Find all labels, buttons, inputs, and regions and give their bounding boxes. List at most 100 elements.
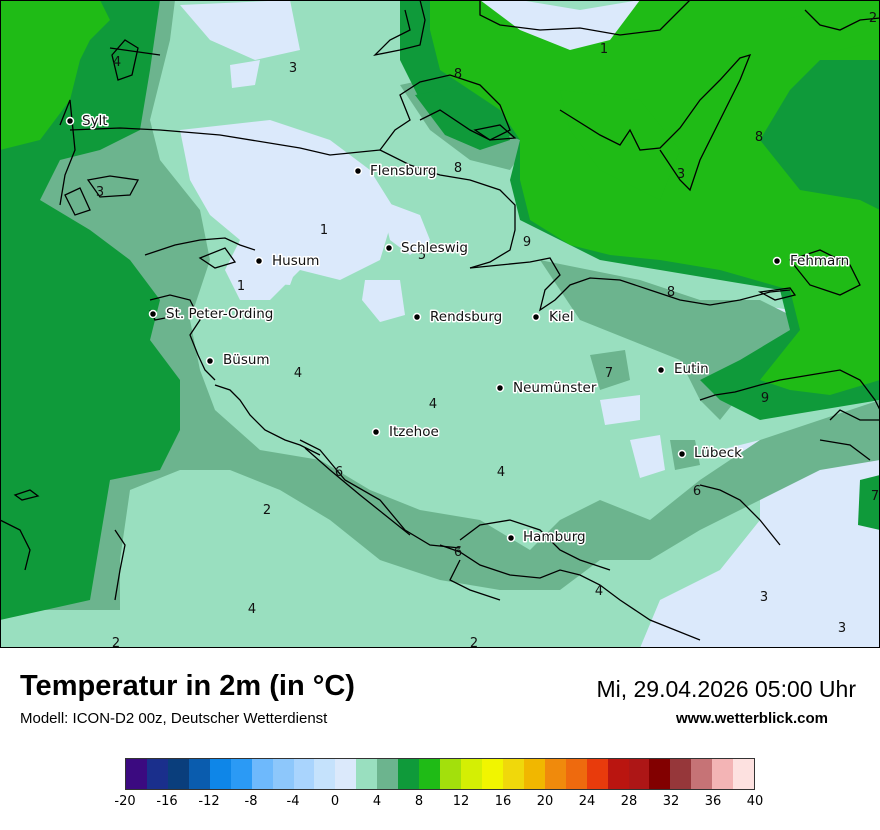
legend-swatch [649,759,671,789]
legend-swatch [398,759,420,789]
legend-swatch [146,759,168,789]
model-info: Modell: ICON-D2 00z, Deutscher Wetterdie… [20,710,328,727]
isotherm-label: 8 [755,130,763,145]
isotherm-label: 4 [113,55,121,70]
city-st-peter-ording[interactable]: St. Peter-Ording [148,305,275,324]
isotherm-label: 4 [595,584,603,599]
city-hamburg[interactable]: Hamburg [506,528,587,547]
isotherm-label: 1 [600,42,608,57]
isotherm-label: 4 [248,602,256,617]
city-label: St. Peter-Ording [166,306,273,322]
legend-tick-label: 12 [452,794,470,809]
isotherm-label: 6 [335,465,343,480]
isotherm-label: 4 [497,465,505,480]
legend-tick-label: 36 [704,794,722,809]
legend-swatch [440,759,461,789]
city-itzehoe[interactable]: Itzehoe [371,423,440,442]
legend-swatch [586,759,608,789]
isotherm-label: 2 [112,636,120,648]
city-label: Büsum [223,352,270,368]
city-eutin[interactable]: Eutin [656,360,710,379]
legend-tick-label: -20 [114,794,136,809]
isotherm-label: 8 [454,161,462,176]
isotherm-label: 6 [693,484,701,499]
isotherm-labels: 1 2 3 4 3 8 8 8 3 3 1 5 9 1 8 4 4 7 9 6 … [96,11,879,648]
isotherm-label: 3 [96,185,104,200]
isotherm-label: 5 [418,248,426,263]
isotherm-label: 4 [294,366,302,381]
isotherm-label: 7 [605,366,613,381]
city-flensburg[interactable]: Flensburg [353,162,438,181]
coastlines [0,0,880,641]
city-label: Itzehoe [389,424,439,440]
legend-swatch [251,759,273,789]
isotherm-label: 8 [454,67,462,82]
legend-tick-label: 28 [620,794,638,809]
legend-tick-label: 16 [494,794,512,809]
city-luebeck[interactable]: Lübeck [677,444,744,463]
legend-tick-label: -8 [244,794,258,809]
legend-tick-label: 8 [414,794,424,809]
city-fehmarn[interactable]: Fehmarn [772,252,851,271]
legend-swatch [314,759,336,789]
city-label: Sylt [82,113,108,129]
city-neumuenster[interactable]: Neumünster [495,379,598,398]
city-buesum[interactable]: Büsum [205,351,271,370]
city-sylt[interactable]: Sylt [65,112,109,131]
isotherm-label: 8 [667,285,675,300]
legend-tick-label: -4 [286,794,300,809]
website-link[interactable]: www.wetterblick.com [676,710,828,727]
city-schleswig[interactable]: Schleswig [384,239,470,258]
city-label: Eutin [674,361,709,377]
legend-swatch [293,759,315,789]
legend-swatch [691,759,713,789]
forecast-datetime: Mi, 29.04.2026 05:00 Uhr [596,676,856,702]
legend-swatch [461,759,482,789]
isotherm-label: 1 [320,223,328,238]
legend-swatch [188,759,210,789]
city-label: Rendsburg [430,309,502,325]
isotherm-label: 3 [677,167,685,182]
city-label: Husum [272,253,319,269]
legend-swatch [670,759,692,789]
city-husum[interactable]: Husum [254,252,321,271]
isotherm-label: 3 [838,621,846,636]
legend-tick-label: 0 [330,794,340,809]
legend-swatch [356,759,378,789]
city-label: Fehmarn [790,253,849,269]
city-kiel[interactable]: Kiel [531,308,575,327]
city-label: Schleswig [401,240,468,256]
map-title: Temperatur in 2m (in °C) [20,670,355,702]
isotherm-label: 2 [470,636,478,648]
isotherm-label: 3 [760,590,768,605]
legend-tick-label: -12 [198,794,220,809]
legend-swatch [126,759,147,789]
isotherm-label: 9 [523,235,531,250]
isotherm-label: 1 [237,279,245,294]
legend-swatch [733,759,755,789]
legend-tick-label: 4 [372,794,382,809]
legend-swatch [481,759,503,789]
city-rendsburg[interactable]: Rendsburg [412,308,504,327]
legend-swatch [377,759,399,789]
legend-tick-label: -16 [156,794,178,809]
color-legend [125,758,755,790]
legend-swatch [335,759,357,789]
legend-swatch [502,759,524,789]
isotherm-label: 9 [761,391,769,406]
isotherm-label: 6 [454,545,462,560]
legend-tick-label: 32 [662,794,680,809]
legend-swatch [230,759,252,789]
isotherm-label: 4 [429,397,437,412]
isotherm-label: 7 [871,489,879,504]
city-label: Neumünster [513,380,597,396]
legend-ticks: -20 -16 -12 -8 -4 0 4 8 12 16 20 24 28 32 36 40 [0,794,880,814]
city-markers: Sylt Flensburg Schleswig Husum Fehmarn S… [65,112,851,547]
isotherm-label: 2 [263,503,271,518]
temperature-map: 1 2 3 4 3 8 8 8 3 3 1 5 9 1 8 4 4 7 9 6 … [0,0,880,648]
legend-swatch [419,759,441,789]
legend-swatch [523,759,545,789]
legend-swatch [607,759,629,789]
city-label: Hamburg [523,529,586,545]
legend-tick-label: 40 [746,794,764,809]
